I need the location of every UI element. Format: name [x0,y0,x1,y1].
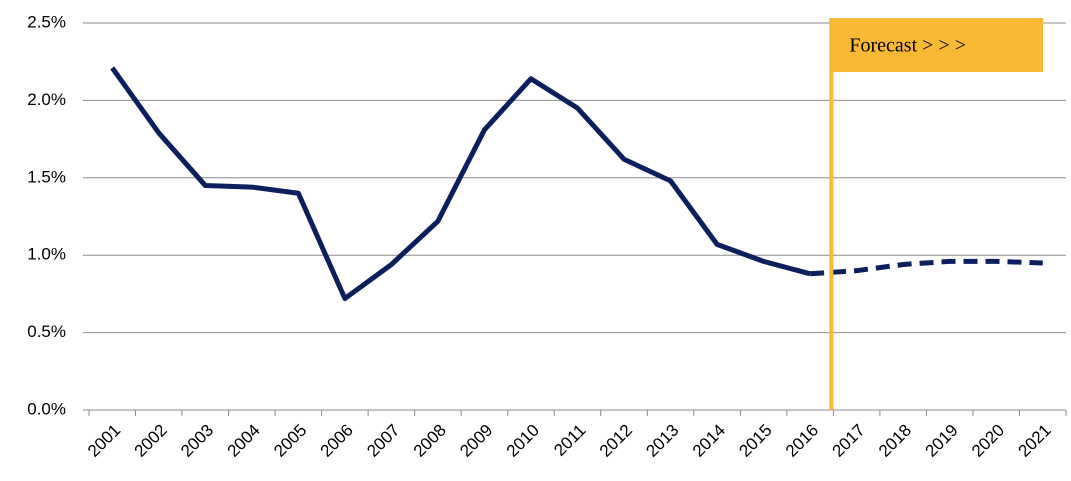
x-tick-label: 2016 [782,421,822,461]
x-tick-label: 2002 [131,421,171,461]
x-tick-label: 2008 [410,421,450,461]
data-line [110,66,811,302]
x-tick-label: 2001 [84,421,124,461]
x-tick-label: 2005 [270,421,310,461]
x-tick-label: 2018 [875,421,915,461]
x-tick-label: 2020 [968,421,1008,461]
x-tick-label: 2007 [363,421,403,461]
y-tick-label: 0.5% [27,322,66,341]
y-tick-label: 2.5% [27,12,66,31]
y-tick-label: 1.0% [27,245,66,264]
x-tick-label: 2006 [317,421,357,461]
y-tick-label: 1.5% [27,167,66,186]
forecast-box [829,18,1043,72]
y-tick-label: 0.0% [27,399,66,418]
x-tick-label: 2021 [1015,421,1055,461]
forecast-label: Forecast > > > [849,35,966,57]
x-tick-label: 2010 [503,421,543,461]
x-tick-label: 2011 [550,421,589,460]
x-tick-label: 2019 [922,421,962,461]
x-tick-label: 2017 [828,421,868,461]
x-tick-label: 2012 [596,421,636,461]
x-tick-label: 2013 [642,421,682,461]
x-tick-label: 2003 [177,421,217,461]
data-line [809,258,1043,277]
x-tick-label: 2004 [224,421,264,461]
x-tick-label: 2009 [456,421,496,461]
y-tick-label: 2.0% [27,90,66,109]
x-tick-label: 2015 [735,421,775,461]
x-tick-label: 2014 [689,421,729,461]
